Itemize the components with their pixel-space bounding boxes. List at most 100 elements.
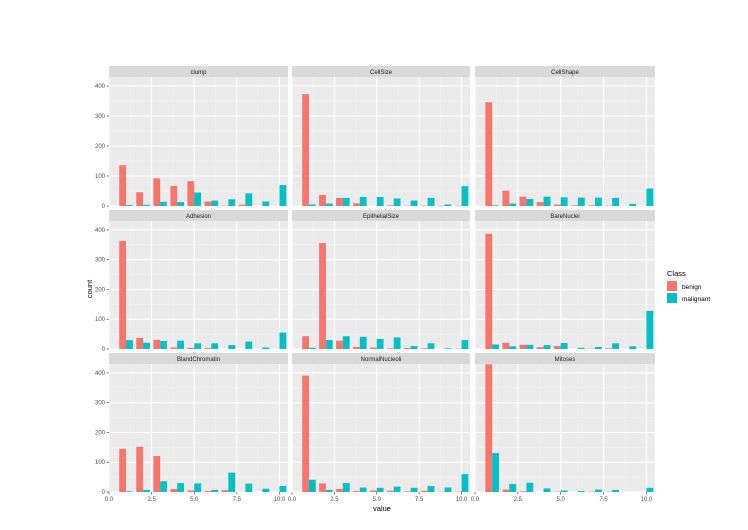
facet-panel: EpithelialSize (291, 210, 470, 350)
bar-benign (170, 347, 178, 349)
bar-malignant (461, 340, 469, 349)
bar-malignant (577, 197, 585, 206)
x-tick-label: 7.5 (599, 497, 608, 503)
bar-benign (386, 205, 394, 206)
bar-benign (485, 233, 493, 349)
bar-malignant (228, 345, 236, 349)
facet-panel: BareNuclei (474, 210, 655, 350)
facet-strip-label: BareNuclei (550, 214, 579, 220)
facet-panel-background (292, 221, 470, 349)
y-tick-label: 300 (95, 114, 106, 120)
bar-malignant (342, 336, 350, 349)
bar-malignant (543, 345, 551, 349)
bar-benign (403, 491, 411, 492)
bar-malignant (393, 337, 401, 349)
facet-panels: clump 0 100 200 300 400 CellSize CellShape Adhes… (95, 66, 655, 503)
bar-benign (588, 205, 595, 206)
bar-benign (119, 448, 127, 492)
bar-benign (336, 340, 343, 349)
facet-panel-background (475, 364, 655, 492)
facet-panel: NormalNucleoli 0.0 2.5 5.0 7.5 10.0 (288, 353, 470, 503)
facet-strip (292, 353, 470, 364)
bar-benign (605, 348, 613, 349)
bar-malignant (577, 347, 585, 349)
facet-strip (292, 66, 470, 77)
bar-benign (153, 178, 161, 206)
bar-malignant (560, 343, 568, 349)
bar-malignant (595, 346, 602, 349)
bar-malignant (308, 347, 316, 349)
bar-malignant (160, 340, 167, 349)
bar-malignant (461, 474, 469, 492)
facet-panel-background (292, 77, 470, 206)
y-tick-label: 100 (95, 317, 106, 323)
bar-malignant (194, 192, 202, 206)
facet-strip (109, 210, 288, 221)
bar-malignant (543, 196, 551, 206)
bar-malignant (509, 346, 517, 349)
bar-benign (403, 348, 411, 349)
y-tick-label: 0 (102, 204, 106, 210)
bar-malignant (211, 200, 219, 206)
bar-benign (136, 192, 144, 206)
legend-label-benign: benign (682, 284, 702, 291)
x-tick-label: 10.0 (456, 497, 468, 503)
bar-malignant (410, 487, 418, 492)
facet-strip (475, 66, 655, 77)
facet-panel: Adhesion 0 100 200 300 400 (95, 210, 288, 353)
bar-malignant (308, 479, 316, 492)
x-tick-label: 2.5 (330, 497, 339, 503)
y-tick-label: 200 (95, 144, 106, 150)
x-tick-label: 0.0 (288, 497, 297, 503)
bar-benign (369, 490, 377, 492)
y-tick-label: 0 (102, 347, 106, 353)
facet-panel-background (109, 221, 288, 349)
x-tick-label: 7.5 (415, 497, 424, 503)
bar-benign (420, 490, 428, 492)
bar-benign (136, 337, 144, 349)
bar-benign (153, 455, 161, 492)
bar-malignant (444, 487, 452, 492)
bar-malignant (612, 343, 619, 349)
bar-benign (519, 196, 527, 206)
bar-malignant (509, 483, 517, 492)
bar-benign (536, 347, 544, 349)
bar-malignant (560, 197, 568, 206)
bar-benign (187, 490, 195, 492)
facet-strip-label: CellSize (370, 70, 393, 76)
facet-panel-background (109, 364, 288, 492)
bar-benign (502, 190, 510, 206)
bar-benign (553, 204, 561, 206)
bar-malignant (143, 489, 150, 492)
bar-benign (319, 194, 326, 206)
y-tick-label: 0 (102, 490, 106, 496)
bar-benign (302, 336, 309, 349)
bar-malignant (177, 202, 185, 206)
bar-malignant (427, 197, 435, 206)
bar-malignant (376, 338, 384, 349)
bar-malignant (646, 487, 654, 492)
bar-malignant (245, 193, 253, 206)
bar-malignant (492, 344, 499, 349)
bar-malignant (177, 340, 185, 349)
bar-malignant (359, 336, 367, 349)
bar-malignant (646, 310, 654, 349)
bar-malignant (325, 489, 333, 492)
bar-benign (336, 489, 343, 492)
facet-panel-background (292, 364, 470, 492)
bar-malignant (359, 197, 367, 206)
bar-benign (519, 344, 527, 349)
bar-benign (302, 94, 309, 206)
bar-malignant (444, 348, 452, 349)
bar-malignant (612, 489, 619, 492)
y-tick-label: 400 (95, 371, 106, 377)
x-tick-label: 10.0 (274, 497, 286, 503)
facet-panel: Mitoses 0.0 2.5 5.0 7.5 10.0 (471, 353, 655, 503)
bar-malignant (629, 203, 637, 206)
bar-benign (170, 489, 178, 492)
bar-malignant (228, 472, 236, 492)
bar-malignant (376, 197, 384, 206)
facet-panel-background (475, 221, 655, 349)
bar-benign (353, 346, 360, 349)
